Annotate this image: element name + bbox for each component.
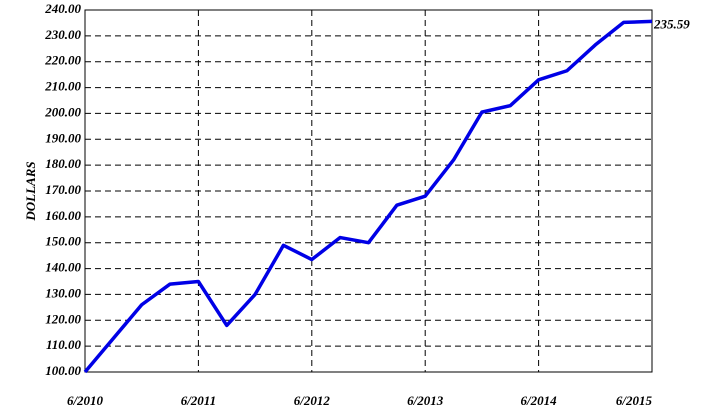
- y-tick-label: 230.00: [44, 27, 81, 42]
- y-tick-label: 240.00: [44, 1, 81, 16]
- y-tick-label: 100.00: [45, 363, 81, 378]
- y-tick-label: 110.00: [46, 337, 82, 352]
- y-tick-label: 160.00: [45, 208, 81, 223]
- y-tick-label: 210.00: [44, 79, 81, 94]
- x-tick-label: 6/2015: [616, 393, 653, 408]
- y-tick-label: 170.00: [45, 182, 81, 197]
- y-tick-label: 130.00: [45, 285, 81, 300]
- y-tick-label: 150.00: [45, 234, 81, 249]
- y-tick-label: 140.00: [45, 260, 81, 275]
- line-series: [83, 19, 653, 374]
- y-axis-label: DOLLARS: [23, 161, 38, 221]
- x-tick-label: 6/2012: [294, 393, 331, 408]
- x-tick-label: 6/2010: [67, 393, 104, 408]
- y-tick-label: 200.00: [44, 104, 81, 119]
- end-value-label: 235.59: [653, 16, 690, 31]
- x-tick-label: 6/2013: [407, 393, 444, 408]
- x-tick-label: 6/2011: [181, 393, 216, 408]
- x-tick-label: 6/2014: [521, 393, 558, 408]
- y-tick-label: 190.00: [45, 130, 81, 145]
- y-tick-label: 220.00: [44, 53, 81, 68]
- y-tick-label: 180.00: [45, 156, 81, 171]
- y-tick-label: 120.00: [45, 311, 81, 326]
